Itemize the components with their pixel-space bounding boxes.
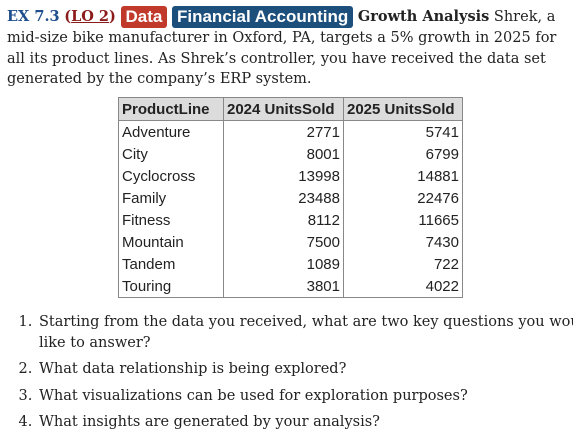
units-2025-cell: 14881 bbox=[343, 165, 463, 187]
units-2025-cell: 7430 bbox=[343, 231, 463, 253]
exercise-description: Shrek, a mid-size bike manufacturer in O… bbox=[7, 9, 557, 87]
exercise-topic: Growth Analysis bbox=[357, 8, 490, 25]
units-2025-cell: 6799 bbox=[343, 143, 463, 165]
product-line-cell: Tandem bbox=[118, 253, 224, 275]
exercise-intro: EX 7.3 (LO 2) Data Financial Accounting … bbox=[7, 6, 565, 90]
header-2024-units-sold: 2024 UnitsSold bbox=[223, 97, 344, 121]
product-line-cell: Cyclocross bbox=[118, 165, 224, 187]
units-2024-cell: 8001 bbox=[223, 143, 344, 165]
financial-accounting-badge: Financial Accounting bbox=[171, 6, 354, 28]
units-2024-cell: 3801 bbox=[223, 275, 344, 298]
product-line-cell: Adventure bbox=[118, 120, 224, 143]
units-2025-cell: 722 bbox=[343, 253, 463, 275]
units-2025-cell: 5741 bbox=[343, 120, 463, 143]
units-2024-cell: 7500 bbox=[223, 231, 344, 253]
units-sold-table: ProductLine 2024 UnitsSold 2025 UnitsSol… bbox=[118, 97, 463, 298]
table-row: Tandem 1089 722 bbox=[118, 253, 463, 275]
units-2024-cell: 23488 bbox=[223, 187, 344, 209]
table-row: Adventure 2771 5741 bbox=[118, 120, 463, 143]
units-2024-cell: 8112 bbox=[223, 209, 344, 231]
question-item: Starting from the data you received, wha… bbox=[37, 312, 573, 353]
learning-objective-link[interactable]: LO 2 bbox=[71, 8, 110, 25]
question-item: What visualizations can be used for expl… bbox=[37, 386, 573, 407]
table-row: Cyclocross 13998 14881 bbox=[118, 165, 463, 187]
table-row: Touring 3801 4022 bbox=[118, 275, 463, 298]
table-row: City 8001 6799 bbox=[118, 143, 463, 165]
units-2025-cell: 11665 bbox=[343, 209, 463, 231]
exercise-label: EX 7.3 bbox=[7, 8, 60, 25]
units-2025-cell: 22476 bbox=[343, 187, 463, 209]
units-2025-cell: 4022 bbox=[343, 275, 463, 298]
units-2024-cell: 13998 bbox=[223, 165, 344, 187]
table-row: Fitness 8112 11665 bbox=[118, 209, 463, 231]
product-line-cell: City bbox=[118, 143, 224, 165]
question-item: What insights are generated by your anal… bbox=[37, 412, 573, 433]
product-line-cell: Touring bbox=[118, 275, 224, 298]
units-2024-cell: 2771 bbox=[223, 120, 344, 143]
question-list: Starting from the data you received, wha… bbox=[0, 312, 573, 439]
product-line-cell: Fitness bbox=[118, 209, 224, 231]
product-line-cell: Family bbox=[118, 187, 224, 209]
data-badge: Data bbox=[120, 6, 168, 28]
table-header-row: ProductLine 2024 UnitsSold 2025 UnitsSol… bbox=[118, 97, 463, 121]
header-2025-units-sold: 2025 UnitsSold bbox=[343, 97, 463, 121]
lo-open-paren: ( bbox=[64, 8, 72, 25]
lo-close-paren: ) bbox=[109, 8, 116, 25]
product-line-cell: Mountain bbox=[118, 231, 224, 253]
units-2024-cell: 1089 bbox=[223, 253, 344, 275]
header-product-line: ProductLine bbox=[118, 97, 224, 121]
question-item: What data relationship is being explored… bbox=[37, 359, 573, 380]
table-row: Family 23488 22476 bbox=[118, 187, 463, 209]
table-row: Mountain 7500 7430 bbox=[118, 231, 463, 253]
